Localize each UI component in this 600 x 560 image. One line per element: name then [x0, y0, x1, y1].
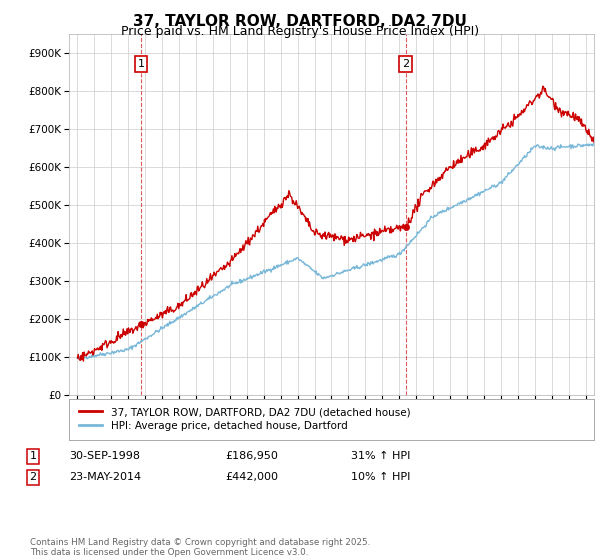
Text: Contains HM Land Registry data © Crown copyright and database right 2025.
This d: Contains HM Land Registry data © Crown c…	[30, 538, 370, 557]
Text: 30-SEP-1998: 30-SEP-1998	[69, 451, 140, 461]
Text: 2: 2	[29, 472, 37, 482]
Text: 37, TAYLOR ROW, DARTFORD, DA2 7DU: 37, TAYLOR ROW, DARTFORD, DA2 7DU	[133, 14, 467, 29]
Text: £186,950: £186,950	[225, 451, 278, 461]
Text: 1: 1	[137, 59, 145, 69]
Text: 10% ↑ HPI: 10% ↑ HPI	[351, 472, 410, 482]
Text: £442,000: £442,000	[225, 472, 278, 482]
Text: Price paid vs. HM Land Registry's House Price Index (HPI): Price paid vs. HM Land Registry's House …	[121, 25, 479, 38]
Text: 2: 2	[402, 59, 409, 69]
Text: 23-MAY-2014: 23-MAY-2014	[69, 472, 141, 482]
Text: 31% ↑ HPI: 31% ↑ HPI	[351, 451, 410, 461]
Text: 1: 1	[29, 451, 37, 461]
Legend: 37, TAYLOR ROW, DARTFORD, DA2 7DU (detached house), HPI: Average price, detached: 37, TAYLOR ROW, DARTFORD, DA2 7DU (detac…	[79, 407, 410, 431]
